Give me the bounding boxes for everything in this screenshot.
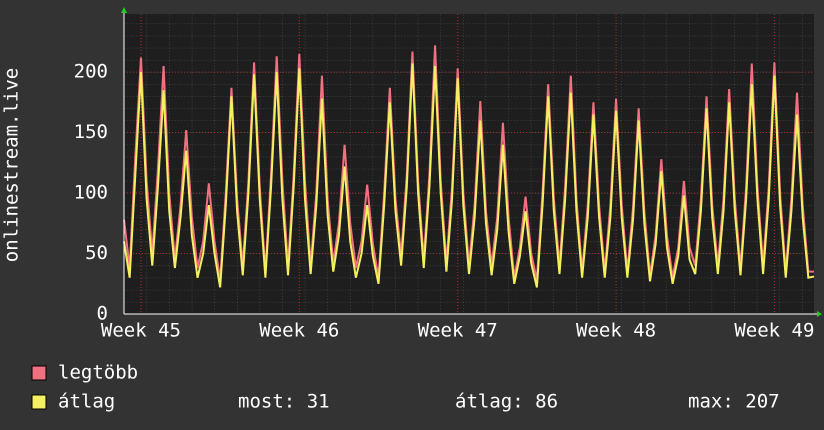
y-tick-label: 100: [74, 182, 108, 204]
stat-label: most:: [238, 391, 295, 413]
stat-value: 31: [307, 391, 330, 413]
x-tick-label: Week 45: [101, 320, 181, 342]
legend-swatch: [31, 365, 47, 381]
y-tick-label: 50: [85, 242, 108, 264]
stat-value: 86: [535, 391, 558, 413]
legend-swatch: [31, 394, 47, 410]
legend: legtöbb átlag most: 31 átlag: 86 max: 207: [31, 362, 780, 413]
x-tick-label: Week 46: [259, 320, 339, 342]
legend-label: átlag: [58, 391, 115, 413]
legend-label: legtöbb: [58, 362, 138, 384]
stat-label: max:: [688, 391, 734, 413]
x-arrow: [817, 311, 822, 317]
y-arrow: [121, 7, 127, 13]
plot: [123, 14, 815, 315]
y-axis-label: onlinestream.live: [1, 68, 23, 262]
series-line: [123, 63, 815, 288]
x-tick-label: Week 48: [576, 320, 656, 342]
y-tick-label: 0: [97, 303, 108, 325]
stat-value: 207: [745, 391, 779, 413]
stat-label: átlag:: [455, 391, 524, 413]
x-tick-label: Week 47: [418, 320, 498, 342]
y-tick-label: 150: [74, 121, 108, 143]
x-tick-label: Week 49: [734, 320, 814, 342]
y-tick-label: 200: [74, 61, 108, 83]
